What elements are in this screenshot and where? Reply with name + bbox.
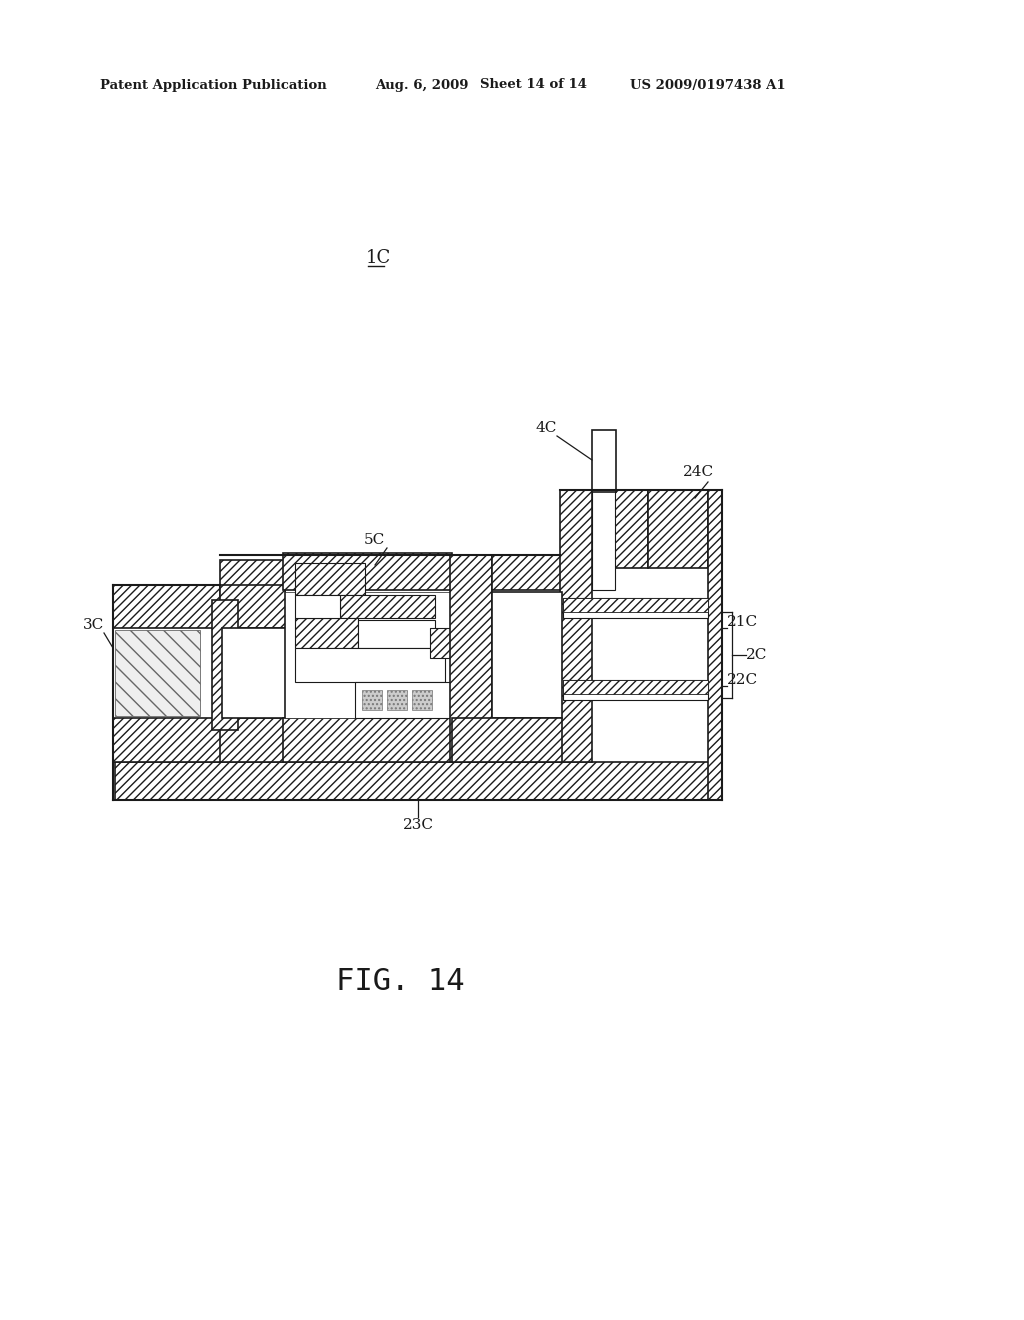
Bar: [708, 490, 722, 800]
Bar: [340, 595, 435, 618]
Bar: [563, 598, 708, 612]
Bar: [285, 591, 452, 718]
Bar: [295, 595, 340, 618]
Text: 1C: 1C: [366, 249, 390, 267]
Text: 4C: 4C: [536, 421, 557, 436]
Text: 3C: 3C: [83, 618, 104, 632]
Bar: [450, 554, 492, 762]
Text: 2C: 2C: [746, 648, 767, 663]
Bar: [387, 690, 407, 710]
Bar: [115, 762, 718, 800]
Bar: [492, 591, 562, 718]
Text: US 2009/0197438 A1: US 2009/0197438 A1: [630, 78, 785, 91]
Bar: [412, 690, 432, 710]
Bar: [592, 430, 616, 492]
Bar: [295, 648, 445, 682]
Bar: [283, 718, 452, 762]
Text: 24C: 24C: [683, 465, 714, 479]
Bar: [212, 601, 238, 730]
Bar: [220, 560, 285, 601]
Bar: [355, 682, 458, 718]
Bar: [283, 553, 452, 590]
Bar: [560, 490, 592, 762]
Bar: [362, 690, 382, 710]
Bar: [113, 718, 222, 762]
Text: Aug. 6, 2009: Aug. 6, 2009: [375, 78, 469, 91]
Bar: [563, 598, 708, 618]
Bar: [563, 680, 708, 694]
Text: 22C: 22C: [727, 673, 758, 686]
Text: 21C: 21C: [727, 615, 758, 630]
Bar: [295, 618, 358, 648]
Bar: [115, 630, 200, 715]
Text: Sheet 14 of 14: Sheet 14 of 14: [480, 78, 587, 91]
Bar: [222, 628, 285, 718]
Bar: [430, 628, 455, 657]
Bar: [563, 680, 708, 700]
Text: 23C: 23C: [402, 818, 433, 832]
Text: Patent Application Publication: Patent Application Publication: [100, 78, 327, 91]
Bar: [220, 718, 285, 762]
Text: FIG. 14: FIG. 14: [336, 968, 464, 997]
Bar: [452, 718, 562, 762]
Bar: [113, 585, 222, 628]
Bar: [615, 490, 648, 568]
Bar: [492, 554, 563, 590]
Bar: [492, 718, 563, 762]
Bar: [220, 585, 285, 628]
Bar: [295, 564, 365, 595]
Bar: [648, 490, 708, 568]
Bar: [592, 490, 615, 590]
Bar: [358, 620, 435, 648]
Text: 5C: 5C: [364, 533, 385, 546]
